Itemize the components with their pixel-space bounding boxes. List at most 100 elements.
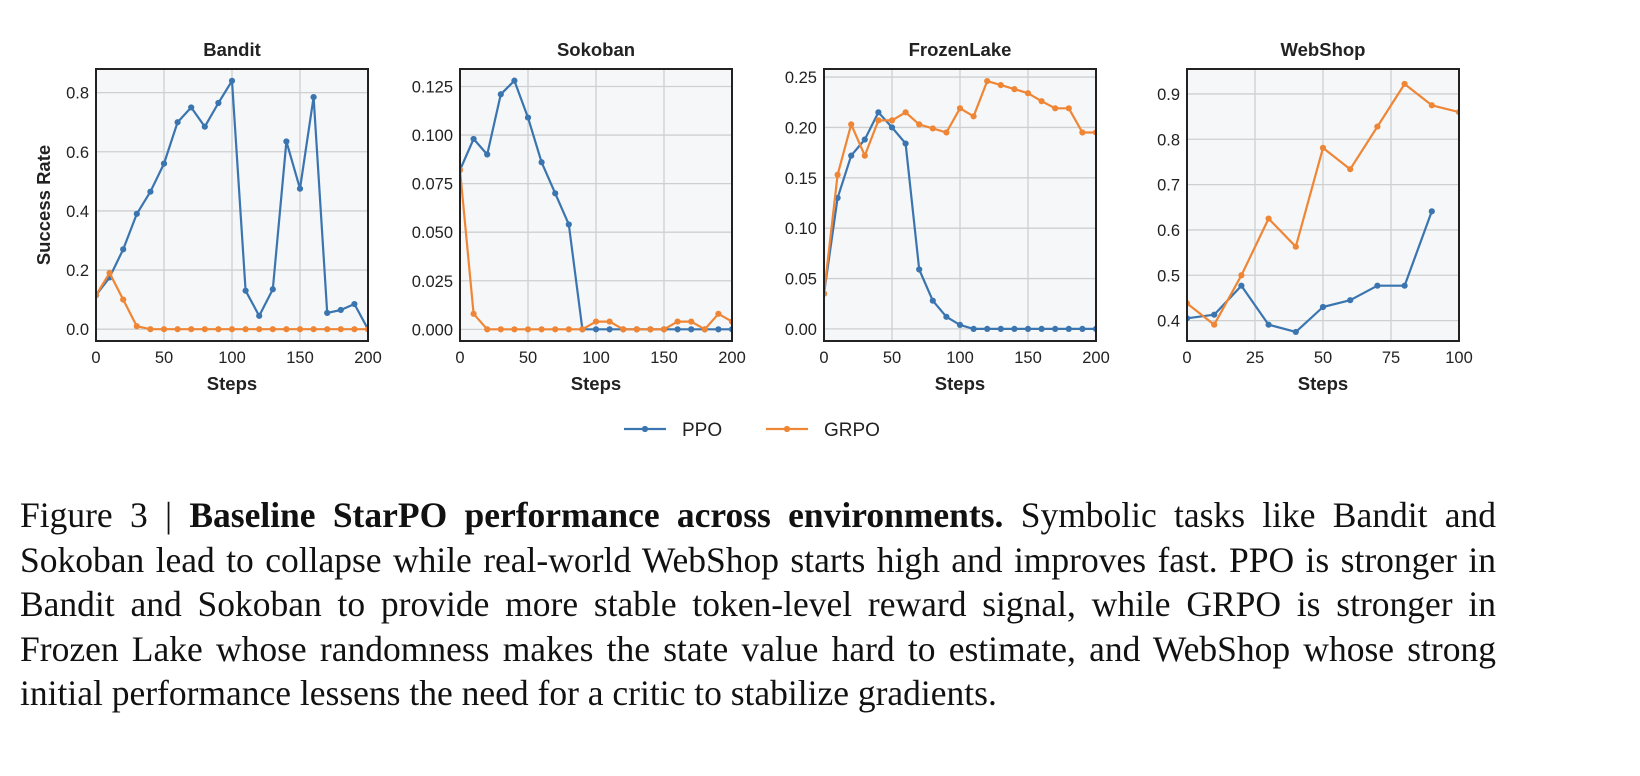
y-tick-label: 0.000	[412, 321, 453, 339]
x-tick-label: 100	[1445, 349, 1473, 367]
data-point-ppo	[484, 151, 491, 158]
data-point-ppo	[1238, 282, 1245, 289]
chart-title: Sokoban	[557, 39, 635, 60]
data-point-grpo	[1052, 105, 1059, 112]
data-point-ppo	[984, 325, 991, 333]
data-point-ppo	[674, 326, 681, 333]
y-axis-label: Success Rate	[33, 145, 54, 265]
data-point-grpo	[565, 326, 572, 333]
data-point-grpo	[351, 326, 358, 333]
data-point-grpo	[834, 171, 841, 178]
y-tick-label: 0.025	[412, 273, 453, 291]
data-point-ppo	[188, 104, 195, 111]
data-point-grpo	[201, 326, 208, 333]
data-point-ppo	[1347, 297, 1354, 304]
data-point-grpo	[592, 318, 600, 325]
x-tick-label: 50	[1314, 349, 1332, 367]
data-point-ppo	[337, 306, 344, 314]
data-point-ppo	[242, 287, 249, 294]
plot-frame	[823, 68, 1097, 342]
data-point-ppo	[1292, 328, 1299, 336]
data-point-ppo	[929, 297, 936, 304]
data-point-grpo	[1347, 166, 1354, 173]
data-point-grpo	[538, 326, 545, 333]
data-point-ppo	[1265, 321, 1272, 328]
x-tick-label: 0	[91, 349, 100, 367]
data-point-ppo	[916, 266, 923, 273]
legend-label: PPO	[682, 420, 722, 441]
data-point-grpo	[133, 323, 140, 330]
data-point-grpo	[888, 117, 896, 124]
y-tick-label: 0.10	[785, 220, 817, 238]
data-point-ppo	[592, 326, 600, 333]
x-axis-label: Steps	[207, 373, 257, 394]
x-tick-label: 0	[819, 349, 828, 367]
data-point-ppo	[606, 326, 613, 333]
data-point-ppo	[688, 326, 695, 333]
data-point-grpo	[1038, 98, 1045, 105]
data-point-grpo	[324, 326, 331, 333]
x-tick-label: 100	[582, 349, 610, 367]
data-point-grpo	[283, 326, 290, 333]
x-tick-label: 0	[1182, 349, 1191, 367]
y-tick-label: 0.6	[1157, 222, 1180, 240]
data-point-grpo	[228, 326, 236, 333]
data-point-grpo	[579, 326, 586, 333]
plot-frame	[95, 68, 369, 342]
y-tick-label: 0.9	[1157, 86, 1180, 104]
y-tick-label: 0.075	[412, 176, 453, 194]
chart-webshop: 0 25 50 75 100 0.4 0.5 0.6 0.7 0.8 0.9 WebShop Steps	[1157, 39, 1473, 394]
y-tick-label: 0.2	[66, 262, 89, 280]
data-point-grpo	[174, 326, 181, 333]
caption-text: Symbolic tasks like Bandit and Sokoban l…	[20, 495, 1496, 713]
figure-charts: 0 50 100 150 200 0.0 0.2 0.4 0.6 0.8 Bandit Steps Su…	[33, 39, 1473, 441]
data-point-ppo	[1011, 325, 1018, 333]
x-tick-label: 150	[286, 349, 314, 367]
data-point-grpo	[256, 326, 263, 333]
data-point-grpo	[902, 109, 909, 116]
data-point-grpo	[106, 269, 113, 277]
data-point-grpo	[147, 326, 154, 333]
x-tick-label: 100	[218, 349, 246, 367]
data-point-ppo	[997, 325, 1004, 333]
data-point-ppo	[470, 135, 477, 143]
y-tick-label: 0.8	[66, 85, 89, 103]
y-tick-label: 0.05	[785, 271, 817, 289]
data-point-grpo	[1401, 80, 1408, 88]
data-point-ppo	[715, 326, 722, 333]
y-tick-label: 0.00	[785, 321, 817, 339]
data-point-grpo	[970, 113, 977, 120]
data-point-grpo	[160, 326, 168, 333]
data-point-grpo	[984, 77, 991, 85]
data-point-grpo	[1319, 144, 1327, 151]
x-tick-label: 200	[718, 349, 746, 367]
data-point-grpo	[296, 326, 304, 333]
data-point-grpo	[1011, 86, 1018, 93]
plot-frame	[459, 68, 733, 342]
data-point-ppo	[283, 138, 290, 145]
chart-sokoban: 0 50 100 150 200 0.000 0.025 0.050 0.075 0.100 0.1…	[412, 39, 746, 394]
data-point-grpo	[620, 326, 627, 333]
data-point-grpo	[633, 326, 640, 333]
data-point-ppo	[848, 152, 855, 159]
data-point-ppo	[215, 99, 222, 107]
data-point-grpo	[1265, 215, 1272, 222]
data-point-ppo	[269, 286, 276, 293]
y-tick-label: 0.15	[785, 170, 817, 188]
data-point-grpo	[674, 318, 681, 325]
data-point-grpo	[511, 326, 518, 333]
data-point-grpo	[524, 326, 532, 333]
data-point-grpo	[552, 326, 559, 333]
data-point-grpo	[997, 82, 1004, 89]
data-point-grpo	[701, 326, 708, 333]
x-tick-label: 200	[354, 349, 382, 367]
data-point-grpo	[715, 310, 722, 317]
data-point-grpo	[875, 117, 882, 124]
data-point-grpo	[1238, 272, 1245, 279]
y-tick-label: 0.4	[1157, 313, 1180, 331]
caption-label: Figure 3 |	[20, 495, 190, 535]
data-point-grpo	[943, 129, 950, 136]
x-tick-label: 200	[1082, 349, 1110, 367]
data-point-ppo	[256, 312, 263, 319]
data-point-grpo	[1374, 123, 1381, 130]
